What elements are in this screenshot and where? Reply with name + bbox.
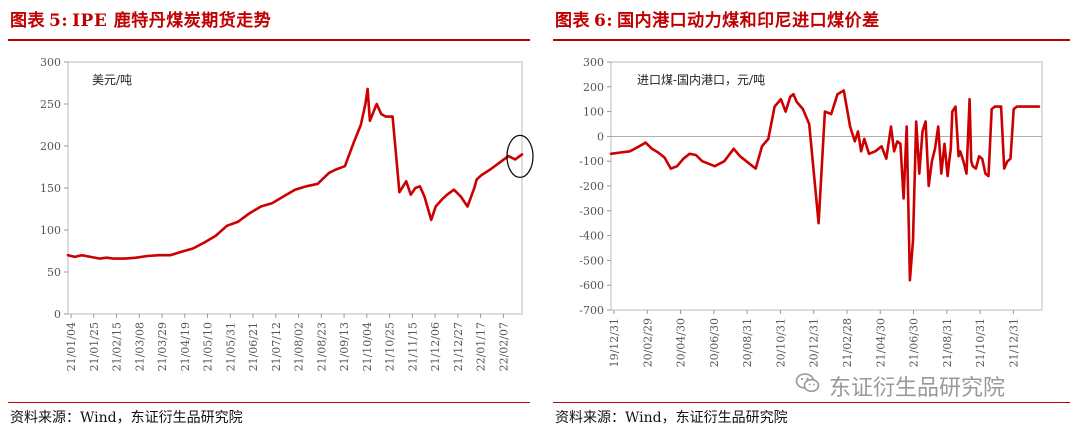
y-tick-label: 200 (583, 81, 604, 94)
x-tick-label: 20/04/30 (675, 318, 688, 367)
left-chart-panel: 图表 5: IPE 鹿特丹煤炭期货走势 0 50 100 150 200 250 300 21/0… (8, 6, 534, 426)
y-tick-label: 300 (40, 56, 61, 69)
x-tick-label: 21/12/06 (429, 322, 442, 371)
x-tick-label: 22/02/07 (497, 322, 510, 371)
x-tick-label: 21/03/08 (133, 322, 146, 371)
x-tick-label: 21/02/28 (841, 318, 854, 367)
x-tick-label: 21/08/31 (941, 318, 954, 367)
left-title-number: 5: (49, 11, 69, 31)
y-tick-label: 50 (47, 266, 61, 279)
x-tick-label: 21/03/29 (156, 322, 169, 371)
x-tick-label: 22/01/17 (475, 322, 488, 371)
x-tick-label: 21/08/23 (315, 322, 328, 371)
y-tick-label: 200 (40, 140, 61, 153)
x-tick-label: 21/09/13 (338, 322, 351, 371)
x-tick-label: 19/12/31 (608, 318, 621, 367)
left-title-prefix: 图表 (10, 11, 45, 31)
right-chart-title: 图表 6: 国内港口动力煤和印尼进口煤价差 (555, 6, 880, 31)
x-tick-label: 20/02/29 (641, 318, 654, 367)
right-title-prefix: 图表 (555, 11, 590, 31)
right-title-text: 国内港口动力煤和印尼进口煤价差 (617, 11, 880, 31)
x-tick-label: 21/08/02 (293, 322, 306, 371)
left-title-rule (8, 39, 530, 41)
right-source-note: 资料来源：Wind，东证衍生品研究院 (555, 410, 788, 426)
x-tick-label: 20/06/30 (708, 318, 721, 367)
y-tick-label: 0 (597, 130, 604, 143)
watermark-text: 东证衍生品研究院 (829, 376, 1006, 401)
plot-frame (67, 61, 523, 315)
series-line (609, 89, 1041, 282)
right-title-rule (553, 39, 1070, 41)
x-tick-label: 21/11/15 (406, 322, 419, 371)
y-tick-label: 100 (40, 224, 61, 237)
x-tick-label: 21/05/10 (202, 322, 215, 371)
unit-label: 美元/吨 (92, 73, 132, 87)
x-tick-label: 21/12/31 (1007, 318, 1020, 367)
watermark: 东证衍生品研究院 (795, 368, 1060, 402)
x-tick-label: 21/06/30 (908, 318, 921, 367)
y-tick-label: -500 (579, 254, 604, 267)
y-tick-label: -600 (579, 279, 604, 292)
left-source-note: 资料来源：Wind，东证衍生品研究院 (10, 410, 243, 426)
right-source-rule (553, 402, 1070, 403)
y-tick-label: 100 (583, 106, 604, 119)
ipe-coal-futures-chart: 0 50 100 150 200 250 300 21/01/04 21/01/25 21/02/… (40, 56, 534, 371)
x-tick-label: 21/04/19 (179, 322, 192, 371)
y-tick-label: 0 (54, 308, 61, 321)
y-tick-label: -300 (579, 205, 604, 218)
x-tick-label: 21/02/15 (111, 322, 124, 371)
left-chart-title: 图表 5: IPE 鹿特丹煤炭期货走势 (10, 6, 271, 31)
y-tick-label: 300 (583, 56, 604, 69)
highlight-circle (506, 134, 534, 179)
x-tick-label: 21/10/25 (384, 322, 397, 371)
left-title-text: IPE 鹿特丹煤炭期货走势 (72, 11, 272, 31)
x-tick-label: 21/10/31 (974, 318, 987, 367)
x-tick-label: 21/12/27 (452, 322, 465, 371)
right-chart-panel: 图表 6: 国内港口动力煤和印尼进口煤价差 -700 -600 -500 -400 -300… (545, 0, 1080, 438)
left-source-rule (8, 402, 530, 403)
unit-label: 进口煤-国内港口，元/吨 (637, 73, 765, 87)
y-tick-label: 150 (40, 182, 61, 195)
coal-price-spread-chart: -700 -600 -500 -400 -300 -200 -100 0 100 200 300 19… (579, 56, 1043, 367)
x-tick-label: 20/12/31 (808, 318, 821, 367)
x-tick-label: 21/01/04 (65, 322, 78, 371)
x-tick-label: 20/08/31 (741, 318, 754, 367)
y-tick-label: -100 (579, 155, 604, 168)
wechat-icon (795, 373, 820, 393)
x-tick-label: 21/05/31 (224, 322, 237, 371)
x-tick-label: 20/10/31 (774, 318, 787, 367)
x-tick-label: 21/06/21 (247, 322, 260, 371)
y-tick-label: 250 (40, 98, 61, 111)
x-tick-label: 21/10/04 (361, 322, 374, 371)
right-title-number: 6: (594, 11, 614, 31)
x-tick-label: 21/04/30 (874, 318, 887, 367)
series-line (66, 87, 524, 260)
y-tick-label: -200 (579, 180, 604, 193)
x-tick-label: 21/07/12 (270, 322, 283, 371)
y-tick-label: -700 (579, 304, 604, 317)
y-tick-label: -400 (579, 230, 604, 243)
x-tick-label: 21/01/25 (88, 322, 101, 371)
plot-frame (610, 61, 1043, 311)
